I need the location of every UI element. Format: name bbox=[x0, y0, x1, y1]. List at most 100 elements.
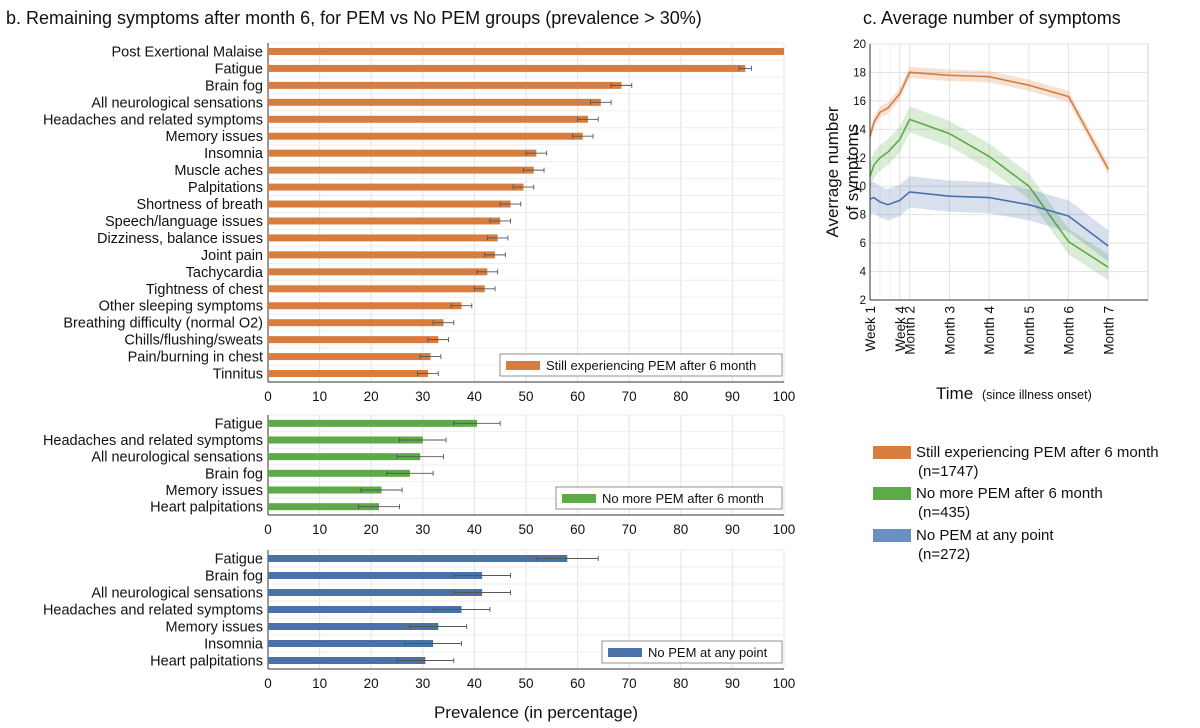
x-tick-label: 30 bbox=[415, 522, 430, 537]
legend-item-still-experiencing-pem-after-6-month: Still experiencing PEM after 6 month (n=1… bbox=[873, 444, 1159, 480]
x-axis-title-note: (since illness onset) bbox=[982, 388, 1092, 402]
x-tick-label: Week 1 bbox=[863, 306, 878, 352]
category-label: Insomnia bbox=[204, 637, 264, 653]
x-tick-label: Month 6 bbox=[1062, 306, 1077, 355]
error-bar-speech-language-issues bbox=[489, 218, 511, 224]
legend-label: No more PEM after 6 month bbox=[602, 491, 764, 506]
error-bar-heart-palpitations bbox=[396, 658, 455, 663]
bar-memory-issues bbox=[268, 486, 382, 494]
category-label: All neurological sensations bbox=[91, 450, 263, 466]
x-tick-label: Month 4 bbox=[982, 306, 997, 355]
y-tick-label: 20 bbox=[853, 39, 866, 51]
x-tick-label: 50 bbox=[518, 676, 533, 691]
category-label: Headaches and related symptoms bbox=[43, 112, 263, 128]
error-bar-all-neurological-sensations bbox=[396, 454, 444, 460]
x-tick-label: 60 bbox=[570, 389, 585, 404]
y-tick-label: 12 bbox=[853, 153, 866, 165]
legend-swatch bbox=[873, 529, 911, 542]
x-tick-label: 20 bbox=[364, 676, 379, 691]
line-chart-legend: Still experiencing PEM after 6 month (n=1… bbox=[873, 444, 1159, 563]
legend-swatch bbox=[608, 648, 642, 657]
bar-tightness-of-chest bbox=[268, 285, 485, 293]
category-label: Speech/language issues bbox=[105, 214, 263, 230]
category-label: Post Exertional Malaise bbox=[111, 44, 263, 60]
bar-palpitations bbox=[268, 183, 524, 191]
legend-box bbox=[555, 486, 783, 510]
band-still-experiencing-pem-after-6-month bbox=[870, 66, 1109, 175]
legend-count: (n=1747) bbox=[918, 463, 978, 480]
bar-dizziness-balance-issues bbox=[268, 234, 498, 242]
x-tick-label: 80 bbox=[673, 389, 688, 404]
category-label: Insomnia bbox=[204, 146, 264, 162]
x-tick-label: 70 bbox=[622, 522, 637, 537]
x-tick-label: 10 bbox=[312, 389, 327, 404]
category-label: Tachycardia bbox=[186, 265, 264, 281]
error-bar-fatigue bbox=[453, 420, 501, 426]
band-no-more-pem-after-6-month bbox=[870, 106, 1109, 281]
category-label: Tightness of chest bbox=[146, 282, 263, 298]
bar-memory-issues bbox=[268, 623, 439, 630]
error-bar-breathing-difficulty-normal-o2 bbox=[432, 320, 455, 326]
category-label: Fatigue bbox=[215, 61, 263, 77]
y-tick-label: 8 bbox=[860, 210, 866, 222]
legend-swatch bbox=[873, 446, 911, 459]
bar-pain-burning-in-chest bbox=[268, 353, 431, 361]
category-label: Brain fog bbox=[205, 466, 263, 482]
category-label: Chills/flushing/sweats bbox=[124, 333, 263, 349]
category-label: All neurological sensations bbox=[91, 586, 263, 602]
x-tick-label: Month 5 bbox=[1022, 306, 1037, 355]
x-tick-label: 40 bbox=[467, 522, 482, 537]
bar-insomnia bbox=[268, 149, 537, 157]
error-bar-heart-palpitations bbox=[357, 504, 401, 510]
category-label: Dizziness, balance issues bbox=[97, 231, 263, 247]
error-bar-chills-flushing-sweats bbox=[427, 337, 450, 343]
bar-tinnitus bbox=[268, 370, 428, 378]
category-label: Headaches and related symptoms bbox=[43, 433, 263, 449]
error-bar-headaches-and-related-symptoms bbox=[399, 437, 447, 443]
error-bar-memory-issues bbox=[571, 133, 594, 139]
panel-b-title: b. Remaining symptoms after month 6, for… bbox=[6, 8, 702, 28]
bar-brain-fog bbox=[268, 81, 622, 89]
category-label: Tinnitus bbox=[213, 367, 263, 383]
error-bar-palpitations bbox=[512, 184, 535, 190]
x-tick-label: 100 bbox=[773, 676, 796, 691]
bar-headaches-and-related-symptoms bbox=[268, 436, 423, 444]
y-axis-title-line-1: Averrage number bbox=[823, 106, 842, 237]
category-label: Joint pain bbox=[201, 248, 263, 264]
x-tick-label: 0 bbox=[264, 389, 272, 404]
x-tick-label: 10 bbox=[312, 522, 327, 537]
error-bar-brain-fog bbox=[610, 82, 633, 88]
error-bar-memory-issues bbox=[409, 624, 468, 629]
error-bar-tinnitus bbox=[417, 371, 439, 377]
bar-post-exertional-malaise bbox=[268, 47, 784, 55]
x-tick-label: 100 bbox=[773, 389, 796, 404]
series-line-no-pem-at-any-point bbox=[869, 191, 1109, 247]
legend-item-no-more-pem-after-6-month: No more PEM after 6 month (n=435) bbox=[873, 485, 1103, 521]
error-bar-shortness-of-breath bbox=[499, 201, 522, 207]
x-tick-label: 40 bbox=[467, 676, 482, 691]
x-tick-label: 20 bbox=[364, 389, 379, 404]
x-tick-label: 70 bbox=[622, 389, 637, 404]
x-tick-label: 90 bbox=[725, 522, 740, 537]
bar-heart-palpitations bbox=[268, 657, 426, 664]
legend-label: No PEM at any point bbox=[648, 645, 768, 660]
category-label: Memory issues bbox=[166, 620, 264, 636]
error-bar-headaches-and-related-symptoms bbox=[432, 607, 491, 612]
x-tick-label: 50 bbox=[518, 522, 533, 537]
y-tick-label: 10 bbox=[853, 181, 866, 193]
x-tick-label: Week 4 bbox=[893, 306, 908, 352]
x-tick-label: 0 bbox=[264, 522, 272, 537]
bar-fatigue bbox=[268, 64, 746, 72]
category-label: Heart palpitations bbox=[150, 500, 263, 516]
x-tick-label: 20 bbox=[364, 522, 379, 537]
legend-count: (n=435) bbox=[918, 504, 970, 521]
bar-heart-palpitations bbox=[268, 503, 379, 511]
bar-all-neurological-sensations bbox=[268, 453, 421, 461]
legend-item-no-pem-at-any-point: No PEM at any point (n=272) bbox=[873, 527, 1054, 563]
category-label: Headaches and related symptoms bbox=[43, 603, 263, 619]
legend-swatch bbox=[873, 487, 911, 500]
error-bar-insomnia bbox=[525, 150, 548, 156]
